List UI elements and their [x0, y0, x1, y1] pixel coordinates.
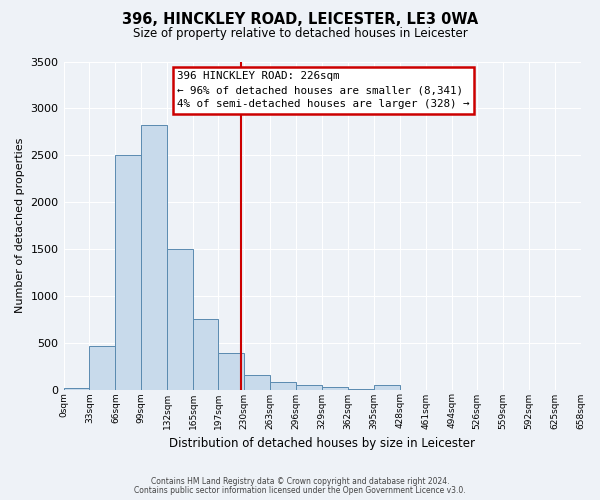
Bar: [270, 382, 296, 390]
Text: 396, HINCKLEY ROAD, LEICESTER, LE3 0WA: 396, HINCKLEY ROAD, LEICESTER, LE3 0WA: [122, 12, 478, 28]
Bar: [244, 376, 270, 390]
Bar: [296, 385, 322, 390]
Bar: [142, 125, 167, 390]
Bar: [193, 319, 218, 390]
X-axis label: Distribution of detached houses by size in Leicester: Distribution of detached houses by size …: [169, 437, 475, 450]
Text: Contains HM Land Registry data © Crown copyright and database right 2024.: Contains HM Land Registry data © Crown c…: [151, 477, 449, 486]
Y-axis label: Number of detached properties: Number of detached properties: [15, 138, 25, 313]
Bar: [89, 346, 115, 390]
Bar: [374, 386, 400, 390]
Bar: [64, 388, 89, 390]
Text: Contains public sector information licensed under the Open Government Licence v3: Contains public sector information licen…: [134, 486, 466, 495]
Text: 396 HINCKLEY ROAD: 226sqm
← 96% of detached houses are smaller (8,341)
4% of sem: 396 HINCKLEY ROAD: 226sqm ← 96% of detac…: [177, 72, 470, 110]
Bar: [115, 155, 142, 390]
Bar: [322, 387, 348, 390]
Bar: [167, 249, 193, 390]
Bar: [218, 353, 244, 390]
Text: Size of property relative to detached houses in Leicester: Size of property relative to detached ho…: [133, 28, 467, 40]
